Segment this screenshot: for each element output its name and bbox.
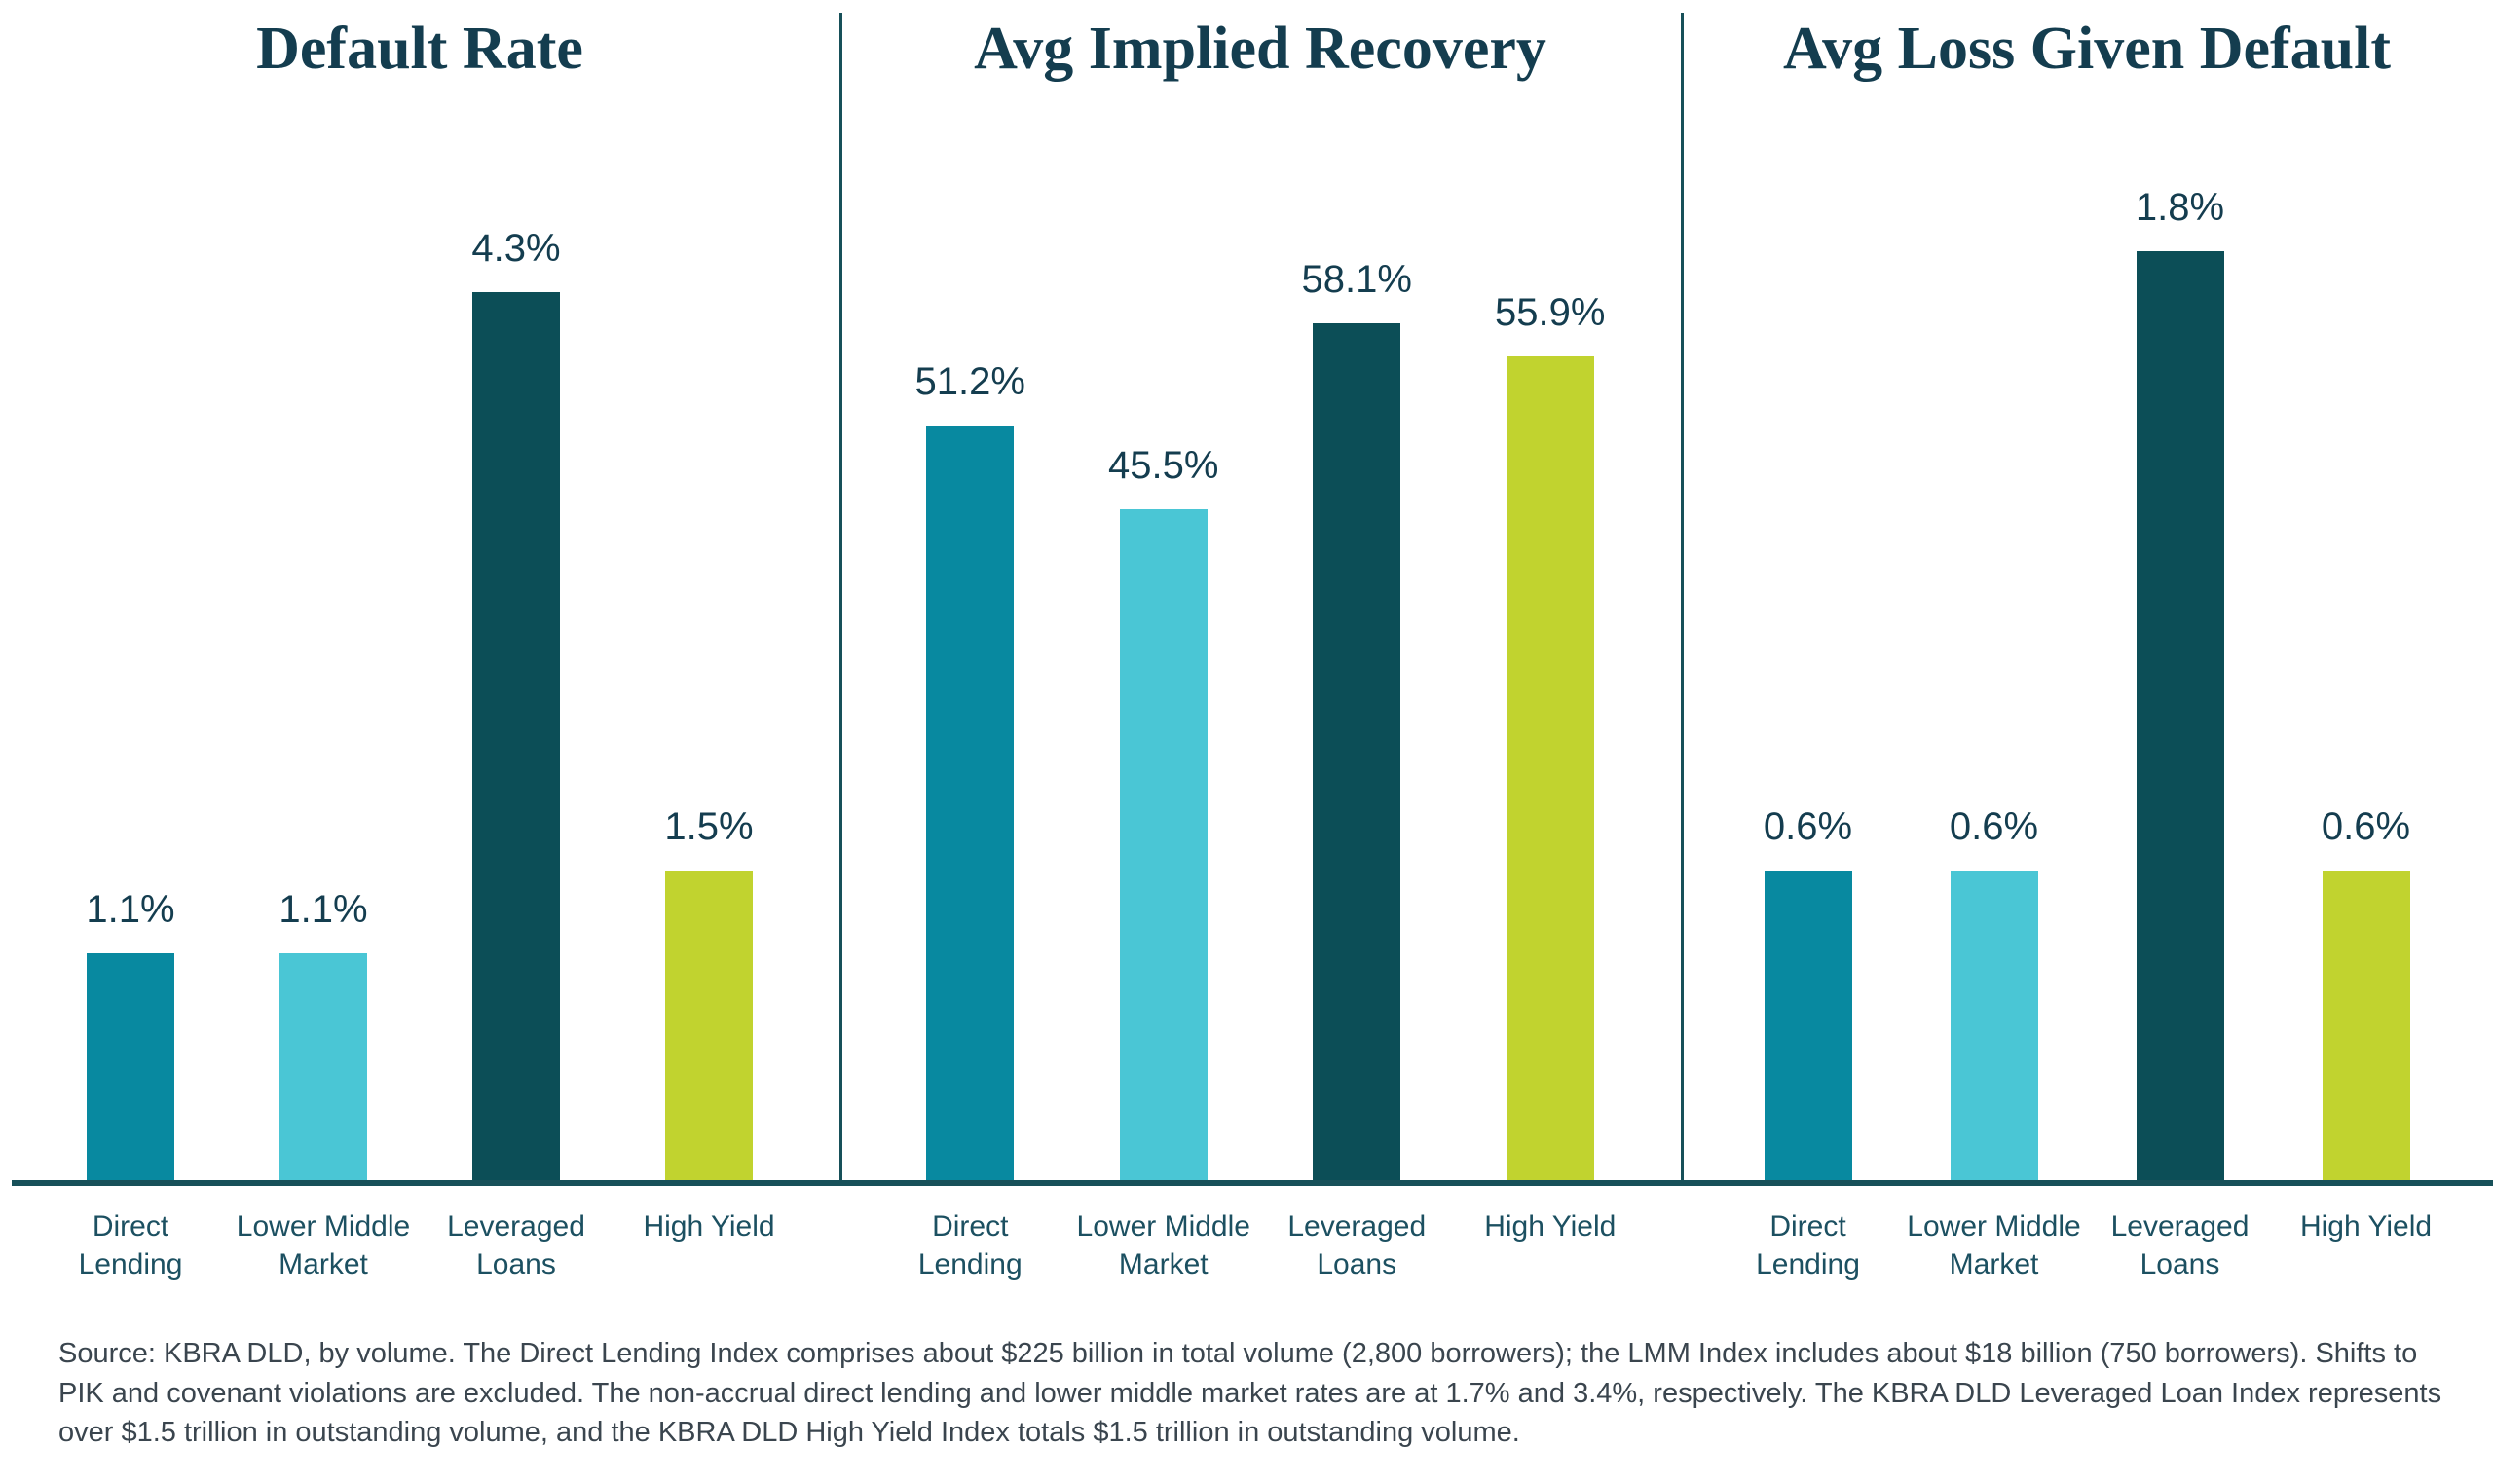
bar-value-label: 1.8% bbox=[2135, 186, 2225, 229]
category-slot: Direct Lending bbox=[34, 1207, 227, 1283]
category-slot: High Yield bbox=[1454, 1207, 1648, 1283]
bar-value-label: 0.6% bbox=[1949, 805, 2039, 848]
category-slot: Direct Lending bbox=[874, 1207, 1067, 1283]
category-slot: High Yield bbox=[2273, 1207, 2459, 1283]
plot-area: 1.1% 1.1% 4.3% 1.5% bbox=[0, 148, 839, 1180]
category-slot: Direct Lending bbox=[1715, 1207, 1901, 1283]
category-label: Lower Middle Market bbox=[1907, 1210, 2081, 1280]
bar-high_yield bbox=[2322, 871, 2410, 1180]
category-slot: High Yield bbox=[613, 1207, 805, 1283]
plot-area: 51.2% 45.5% 58.1% 55.9% bbox=[839, 148, 1681, 1180]
chart-panel: Avg Loss Given Default 0.6% 0.6% 1.8% 0.6% bbox=[1681, 0, 2493, 1180]
category-label: Leveraged Loans bbox=[2110, 1210, 2250, 1280]
category-label: Leveraged Loans bbox=[447, 1210, 585, 1280]
bar-value-label: 0.6% bbox=[2321, 805, 2411, 848]
bar-direct_lending bbox=[87, 953, 174, 1180]
bar-slot: 1.1% bbox=[227, 148, 420, 1180]
bar-leveraged_loans bbox=[472, 292, 560, 1180]
bar-slot: 0.6% bbox=[1715, 148, 1901, 1180]
category-label: Direct Lending bbox=[917, 1210, 1023, 1280]
category-label-group: Direct Lending Lower Middle Market Leverag… bbox=[0, 1207, 839, 1283]
panel-divider bbox=[839, 13, 842, 1186]
category-slot: Lower Middle Market bbox=[227, 1207, 420, 1283]
bar-value-label: 45.5% bbox=[1108, 444, 1219, 487]
bar-value-label: 1.1% bbox=[279, 888, 368, 931]
category-label: Leveraged Loans bbox=[1287, 1210, 1427, 1280]
category-label-group: Direct Lending Lower Middle Market Leverag… bbox=[1681, 1207, 2493, 1283]
category-label: Lower Middle Market bbox=[1076, 1210, 1250, 1280]
bar-value-label: 51.2% bbox=[914, 360, 1025, 403]
bar-lower_middle_market bbox=[1950, 871, 2038, 1180]
category-slot: Leveraged Loans bbox=[2087, 1207, 2273, 1283]
bar-slot: 0.6% bbox=[2273, 148, 2459, 1180]
chart-title: Avg Loss Given Default bbox=[1782, 16, 2392, 82]
bar-direct_lending bbox=[1764, 871, 1852, 1180]
bar-slot: 4.3% bbox=[420, 148, 613, 1180]
category-slot: Lower Middle Market bbox=[1067, 1207, 1261, 1283]
category-labels-row: Direct Lending Lower Middle Market Leverag… bbox=[0, 1207, 2493, 1283]
chart-title: Avg Implied Recovery bbox=[974, 16, 1546, 82]
bar-lower_middle_market bbox=[279, 953, 367, 1180]
category-label: Direct Lending bbox=[78, 1210, 183, 1280]
bar-value-label: 4.3% bbox=[471, 227, 561, 270]
bar-high_yield bbox=[665, 871, 753, 1180]
bar-value-label: 55.9% bbox=[1495, 291, 1606, 334]
bar-slot: 0.6% bbox=[1901, 148, 2087, 1180]
category-slot: Leveraged Loans bbox=[420, 1207, 613, 1283]
category-label: Lower Middle Market bbox=[236, 1210, 411, 1280]
category-slot: Lower Middle Market bbox=[1901, 1207, 2087, 1283]
category-slot: Leveraged Loans bbox=[1260, 1207, 1454, 1283]
bar-slot: 51.2% bbox=[874, 148, 1067, 1180]
category-label-group: Direct Lending Lower Middle Market Leverag… bbox=[839, 1207, 1681, 1283]
category-label: High Yield bbox=[2299, 1210, 2433, 1243]
bar-slot: 1.5% bbox=[613, 148, 805, 1180]
chart-area: Default Rate 1.1% 1.1% 4.3% 1.5% Avg Implie… bbox=[0, 0, 2493, 1186]
bar-slot: 55.9% bbox=[1454, 148, 1648, 1180]
bar-leveraged_loans bbox=[2136, 251, 2224, 1180]
bar-slot: 1.8% bbox=[2087, 148, 2273, 1180]
bar-slot: 1.1% bbox=[34, 148, 227, 1180]
category-label: Direct Lending bbox=[1756, 1210, 1860, 1280]
x-axis-baseline bbox=[12, 1180, 2493, 1186]
category-label: High Yield bbox=[643, 1210, 775, 1243]
bar-leveraged_loans bbox=[1313, 323, 1401, 1180]
bar-high_yield bbox=[1506, 356, 1594, 1180]
bar-direct_lending bbox=[926, 426, 1015, 1180]
plot-area: 0.6% 0.6% 1.8% 0.6% bbox=[1681, 148, 2493, 1180]
bar-value-label: 1.5% bbox=[664, 805, 754, 848]
category-label: High Yield bbox=[1484, 1210, 1617, 1243]
chart-title: Default Rate bbox=[256, 16, 583, 82]
chart-panel: Avg Implied Recovery 51.2% 45.5% 58.1% 55.9… bbox=[839, 0, 1681, 1180]
bar-lower_middle_market bbox=[1119, 509, 1208, 1180]
bar-slot: 45.5% bbox=[1067, 148, 1261, 1180]
bar-slot: 58.1% bbox=[1260, 148, 1454, 1180]
chart-panel: Default Rate 1.1% 1.1% 4.3% 1.5% bbox=[0, 0, 839, 1180]
source-note: Source: KBRA DLD, by volume. The Direct … bbox=[58, 1338, 2442, 1449]
bar-value-label: 58.1% bbox=[1301, 258, 1412, 301]
panel-divider bbox=[1681, 13, 1684, 1186]
bar-value-label: 1.1% bbox=[86, 888, 175, 931]
bar-value-label: 0.6% bbox=[1763, 805, 1853, 848]
